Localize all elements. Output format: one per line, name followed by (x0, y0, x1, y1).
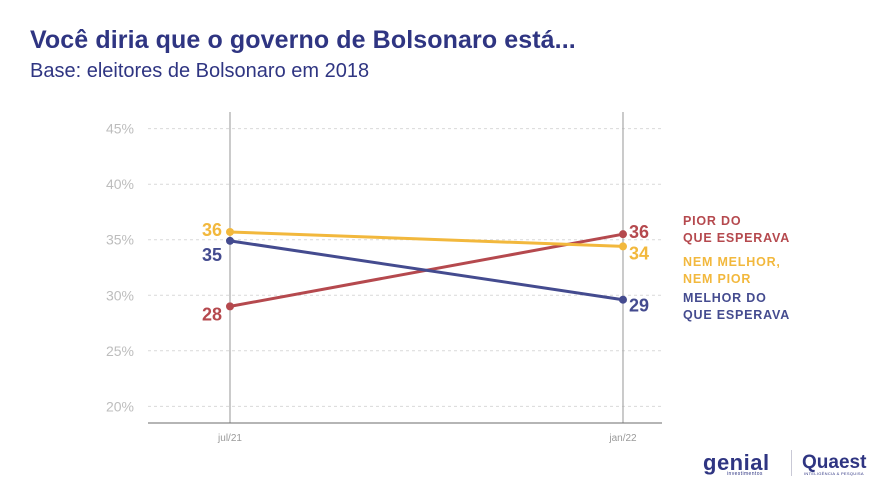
quaest-logo-subtitle: INTELIGÊNCIA & PESQUISA (804, 471, 864, 476)
data-label-nem: 34 (629, 243, 649, 263)
data-point-pior (619, 230, 627, 239)
genial-logo: genial (703, 450, 770, 475)
legend-pior-do-que-esperava: PIOR DO QUE ESPERAVA (683, 213, 790, 247)
series-line-nem (228, 230, 625, 248)
data-label-pior: 28 (202, 304, 222, 324)
data-label-melhor: 35 (202, 245, 222, 265)
data-point-melhor (226, 236, 234, 245)
genial-logo-subtitle: investimentos (727, 471, 763, 477)
legend-nem-line-1: NEM MELHOR, (683, 255, 781, 269)
series-line-melhor (228, 239, 625, 302)
y-axis-labels: 20% 25% 30% 35% 40% 45% (106, 121, 134, 415)
category-lines (229, 112, 624, 423)
x-tick-label: jul/21 (217, 433, 242, 444)
legend-melhor-do-que-esperava: MELHOR DO QUE ESPERAVA (683, 290, 790, 324)
legend-melhor-line-2: QUE ESPERAVA (683, 308, 791, 322)
x-tick-label: jan/22 (608, 433, 637, 444)
y-tick-label: 45% (106, 121, 134, 137)
legend-nem-melhor-nem-pior: NEM MELHOR, NEM PIOR (683, 254, 781, 288)
legend-melhor-line-1: MELHOR DO (683, 291, 767, 305)
y-tick-label: 20% (106, 398, 134, 414)
data-label-nem: 36 (202, 220, 222, 240)
y-tick-label: 30% (106, 287, 134, 303)
data-label-melhor: 29 (629, 296, 649, 316)
series-group (226, 227, 627, 311)
y-tick-label: 40% (106, 176, 134, 192)
legend-pior-line-2: QUE ESPERAVA (683, 231, 791, 245)
y-tick-label: 35% (106, 232, 134, 248)
y-tick-label: 25% (106, 343, 134, 359)
quaest-logo: Quaest (802, 452, 867, 473)
legend-pior-line-1: PIOR DO (683, 214, 742, 228)
data-point-pior (226, 302, 234, 311)
data-point-nem (619, 242, 627, 251)
data-label-pior: 36 (629, 222, 649, 242)
x-axis-labels: jul/21 jan/22 (217, 433, 637, 444)
chart-title: Você diria que o governo de Bolsonaro es… (30, 26, 576, 54)
legend-nem-line-2: NEM PIOR (683, 272, 752, 286)
data-point-melhor (619, 295, 627, 304)
logo-divider (791, 450, 792, 476)
data-point-nem (226, 227, 234, 236)
chart-subtitle: Base: eleitores de Bolsonaro em 2018 (30, 60, 370, 82)
